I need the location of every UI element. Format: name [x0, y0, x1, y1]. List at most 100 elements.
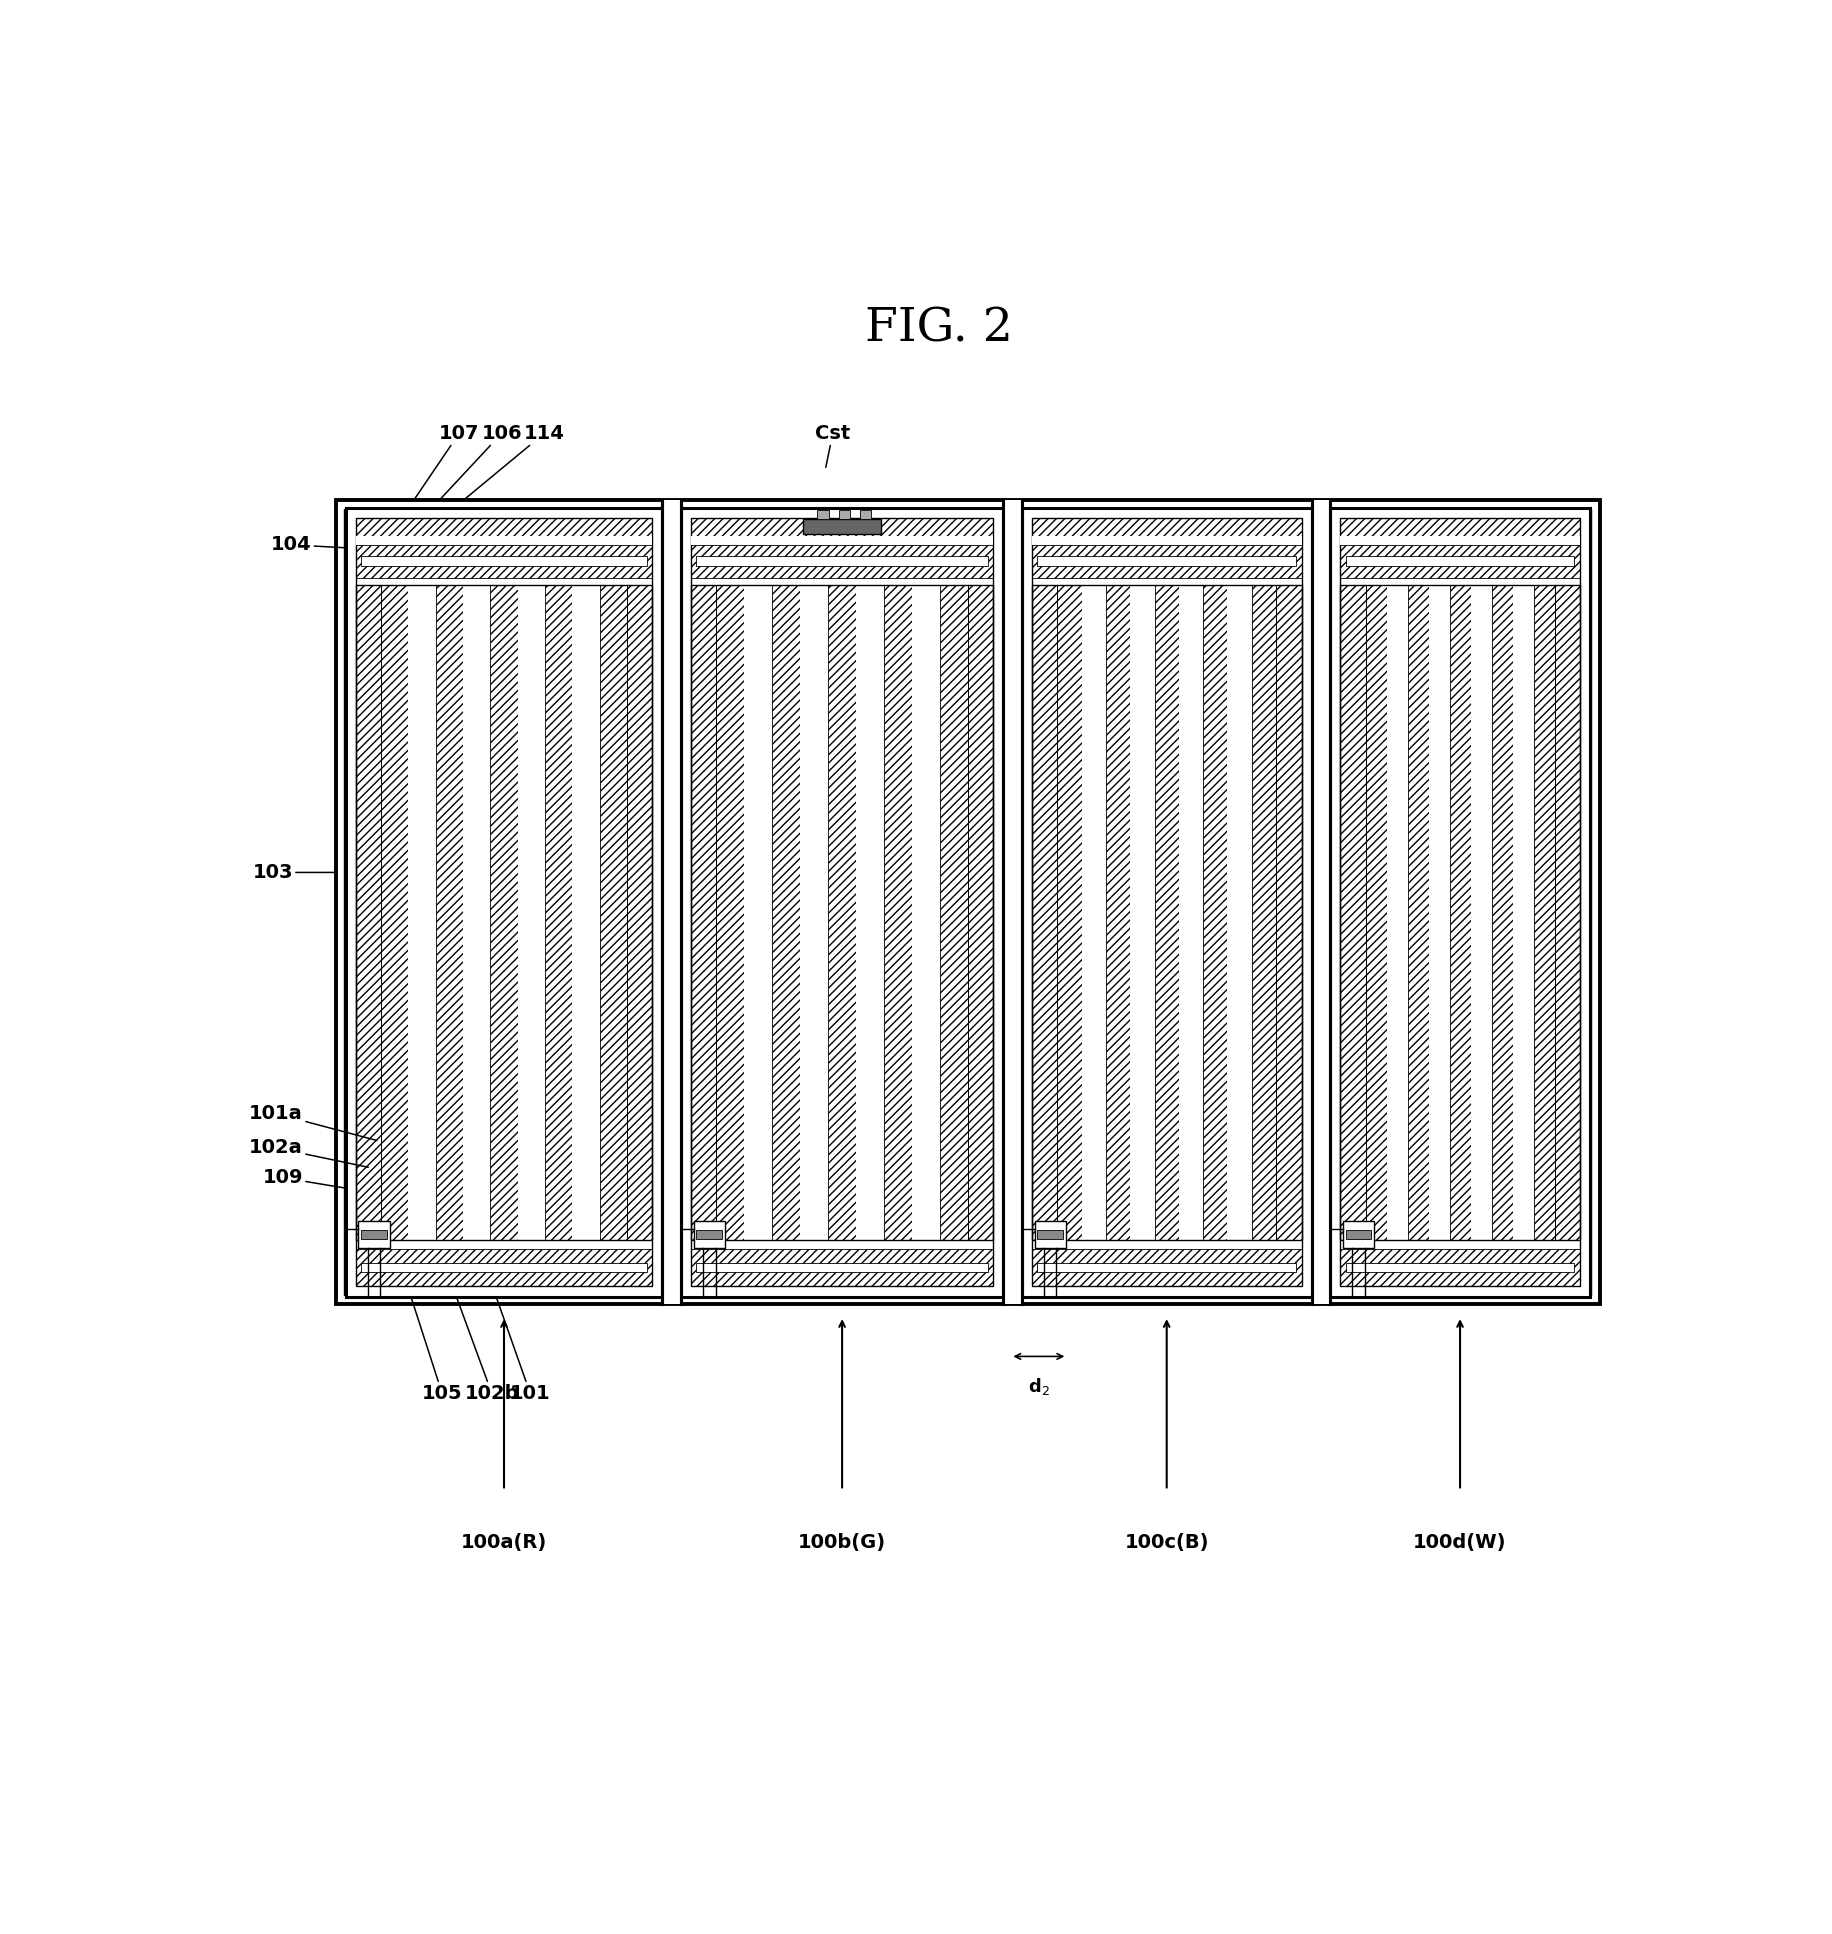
Bar: [1339, 536, 1579, 545]
Bar: [1343, 1220, 1374, 1247]
Text: 106: 106: [440, 424, 522, 501]
Bar: [1031, 518, 1301, 1286]
Bar: [1031, 545, 1301, 578]
Bar: [359, 1220, 390, 1247]
Text: 100b(G): 100b(G): [797, 1534, 885, 1553]
Bar: [627, 584, 652, 1240]
Bar: [1227, 584, 1251, 1240]
Bar: [355, 518, 652, 1286]
Text: 109: 109: [262, 1168, 346, 1187]
Bar: [436, 584, 463, 1240]
Bar: [696, 1263, 987, 1273]
Bar: [355, 536, 652, 545]
Bar: [1031, 1249, 1301, 1286]
Bar: [1533, 584, 1554, 1240]
Bar: [1037, 1230, 1063, 1240]
Bar: [771, 584, 801, 1240]
Text: 107: 107: [414, 424, 480, 501]
Bar: [680, 507, 1002, 1298]
Text: 104: 104: [271, 536, 346, 555]
Bar: [1105, 584, 1130, 1240]
Bar: [744, 584, 771, 1240]
Bar: [409, 584, 436, 1240]
Bar: [1037, 1263, 1295, 1273]
Bar: [517, 584, 544, 1240]
Bar: [355, 545, 652, 578]
Bar: [1449, 584, 1469, 1240]
Bar: [691, 584, 716, 1240]
Bar: [1031, 584, 1057, 1240]
Text: 101a: 101a: [249, 1104, 377, 1141]
Bar: [1339, 518, 1579, 536]
Bar: [967, 584, 993, 1240]
Bar: [1407, 584, 1427, 1240]
Bar: [335, 501, 1599, 1304]
Bar: [1427, 584, 1449, 1240]
Bar: [381, 584, 409, 1240]
Bar: [691, 518, 993, 536]
Bar: [856, 584, 883, 1240]
Bar: [692, 1220, 724, 1247]
Bar: [491, 584, 517, 1240]
Bar: [361, 1263, 647, 1273]
Bar: [691, 536, 993, 545]
Bar: [691, 584, 993, 1240]
Bar: [1057, 584, 1081, 1240]
Bar: [1081, 584, 1105, 1240]
Text: 105: 105: [410, 1298, 462, 1404]
Bar: [355, 584, 652, 1240]
Bar: [802, 518, 881, 534]
Bar: [696, 555, 987, 567]
Bar: [361, 555, 647, 567]
Bar: [1031, 536, 1301, 545]
Bar: [817, 511, 828, 518]
Bar: [828, 584, 856, 1240]
Bar: [355, 1249, 652, 1286]
Bar: [1339, 518, 1579, 1286]
Bar: [696, 1230, 722, 1240]
Bar: [346, 507, 661, 1298]
Bar: [1339, 545, 1579, 578]
Bar: [1154, 584, 1178, 1240]
Bar: [1031, 518, 1301, 536]
Bar: [463, 584, 491, 1240]
Bar: [1312, 501, 1330, 1304]
Bar: [1385, 584, 1407, 1240]
Bar: [1339, 1249, 1579, 1286]
Bar: [1339, 584, 1365, 1240]
Text: Cst: Cst: [815, 424, 850, 468]
Text: 100c(B): 100c(B): [1123, 1534, 1209, 1553]
Bar: [837, 511, 850, 518]
Bar: [859, 511, 870, 518]
Text: 102a: 102a: [249, 1139, 368, 1168]
Bar: [1345, 1263, 1574, 1273]
Bar: [940, 584, 967, 1240]
Text: FIG. 2: FIG. 2: [865, 306, 1013, 352]
Bar: [544, 584, 572, 1240]
Bar: [1002, 501, 1020, 1304]
Bar: [1202, 584, 1227, 1240]
Text: 102b: 102b: [456, 1298, 518, 1404]
Text: 100d(W): 100d(W): [1412, 1534, 1506, 1553]
Bar: [1554, 584, 1579, 1240]
Bar: [1345, 1230, 1370, 1240]
Text: 100a(R): 100a(R): [460, 1534, 546, 1553]
Bar: [1033, 1220, 1064, 1247]
Bar: [691, 518, 993, 1286]
Bar: [1178, 584, 1202, 1240]
Bar: [1031, 584, 1301, 1240]
Bar: [801, 584, 828, 1240]
Bar: [1275, 584, 1301, 1240]
Bar: [716, 584, 744, 1240]
Text: 114: 114: [463, 424, 564, 501]
Bar: [1491, 584, 1511, 1240]
Bar: [1130, 584, 1154, 1240]
Bar: [1251, 584, 1275, 1240]
Bar: [661, 501, 680, 1304]
Bar: [572, 584, 599, 1240]
Bar: [1345, 555, 1574, 567]
Bar: [1511, 584, 1533, 1240]
Bar: [361, 1230, 387, 1240]
Bar: [355, 584, 381, 1240]
Bar: [691, 545, 993, 578]
